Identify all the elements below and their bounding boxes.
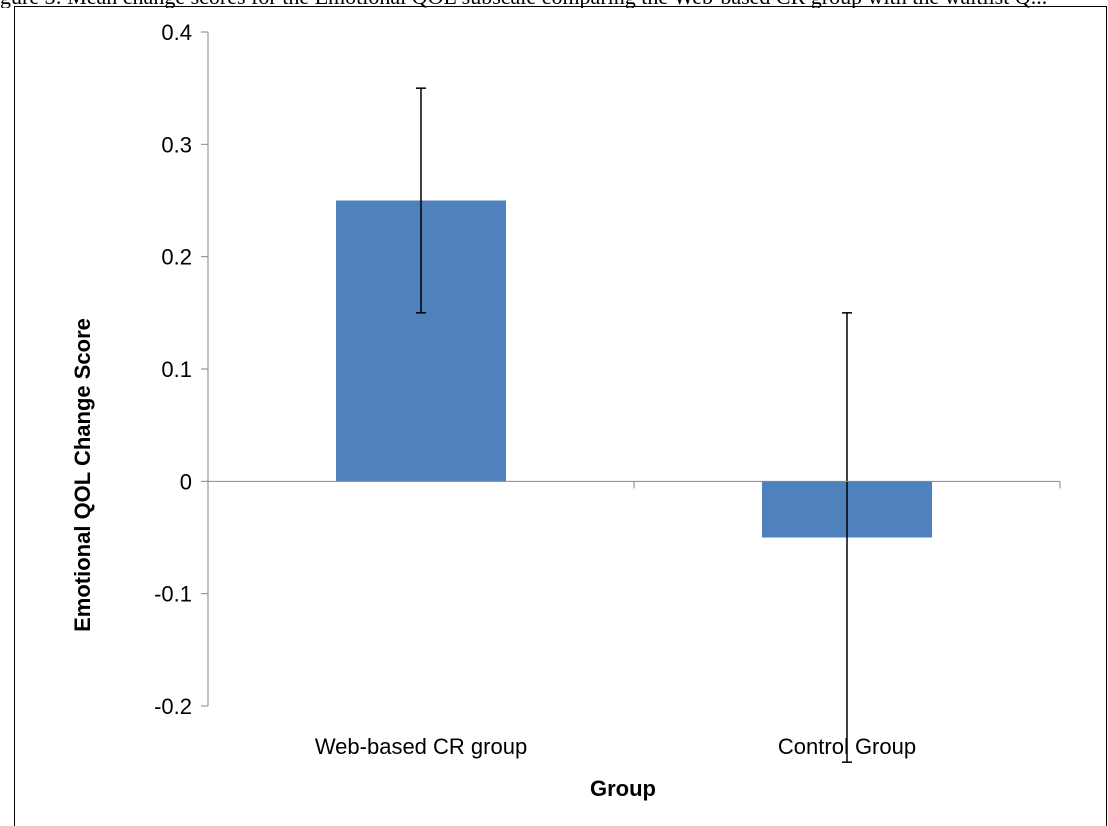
y-tick-label: -0.1: [154, 582, 192, 607]
error-bars-layer: [416, 87, 852, 763]
x-category-label: Web-based CR group: [315, 734, 527, 759]
y-tick-label: 0: [180, 469, 192, 494]
y-tick-label: 0.1: [161, 357, 192, 382]
y-axis-title: Emotional QOL Change Score: [70, 318, 95, 632]
labels-layer: -0.2 -0.1 0 0.1 0.2 0.3 0.4 Web-based CR group C…: [154, 20, 916, 759]
x-category-label: Control Group: [778, 734, 916, 759]
figure-frame: [14, 6, 1107, 826]
y-tick-label: 0.3: [161, 132, 192, 157]
y-tick-label: 0.4: [161, 20, 192, 45]
axes-layer: [201, 31, 1061, 707]
y-tick-label: 0.2: [161, 245, 192, 270]
x-axis-title: Group: [590, 776, 656, 801]
y-tick-label: -0.2: [154, 694, 192, 719]
figure-caption: gure 3: Mean change scores for the Emoti…: [0, 0, 1108, 8]
